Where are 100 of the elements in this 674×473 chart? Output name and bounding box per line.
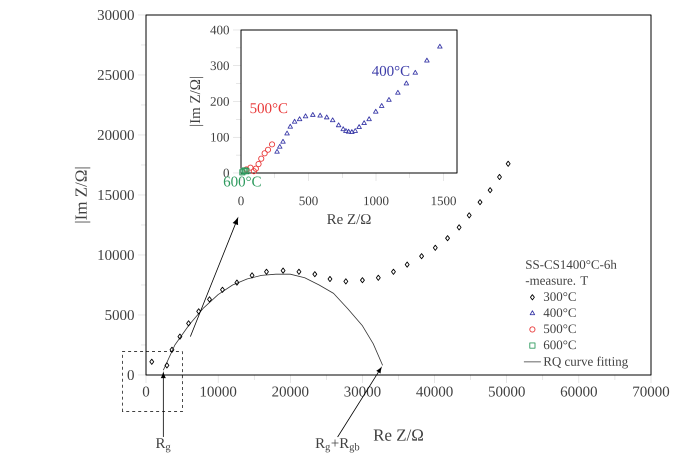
- point: [376, 274, 381, 281]
- y-tick-label: 400: [210, 26, 229, 34]
- point: [424, 58, 430, 62]
- y-axis-title: |Im Z/Ω|: [190, 77, 204, 126]
- point: [356, 124, 362, 129]
- point: [488, 187, 493, 194]
- point: [264, 146, 272, 153]
- x-tick-label: 0: [238, 196, 244, 206]
- point: [274, 148, 280, 154]
- point: [386, 97, 392, 102]
- point: [250, 168, 257, 174]
- x-tick-label: 1000: [364, 196, 388, 206]
- point: [412, 70, 418, 75]
- point: [284, 130, 290, 136]
- point: [234, 280, 240, 286]
- annotation: R$_{g}$+R$_{gb}$: [316, 438, 360, 453]
- legend-title: SS-CS1400°C-6h -measure. T: [526, 260, 617, 285]
- y-tick-label: 20000: [98, 130, 134, 140]
- x-tick-label: 70000: [633, 386, 670, 397]
- point: [404, 80, 410, 86]
- y-tick-label: 200: [210, 97, 229, 106]
- point: [207, 296, 212, 302]
- point: [437, 44, 443, 49]
- point: [478, 199, 482, 206]
- point: [170, 346, 174, 353]
- point: [373, 108, 378, 114]
- point: [391, 268, 396, 275]
- point: [395, 90, 401, 95]
- point: [328, 276, 332, 282]
- point: [312, 271, 318, 278]
- point: [256, 160, 262, 168]
- point: [288, 124, 293, 129]
- annotation: R$_{g}$: [156, 438, 170, 452]
- point: [302, 113, 308, 118]
- point: [277, 144, 282, 149]
- point: [280, 138, 286, 144]
- point: [247, 164, 254, 171]
- point: [343, 278, 348, 284]
- point: [404, 262, 410, 268]
- point: [466, 212, 472, 218]
- point: [360, 277, 365, 284]
- text: 500°C: [250, 103, 288, 114]
- y-tick-label: 300: [210, 61, 229, 70]
- series-label: 400°C: [372, 66, 410, 76]
- x-axis-title: Re Z/Ω: [374, 429, 423, 441]
- y-tick-label: 5000: [105, 310, 134, 320]
- point: [378, 103, 384, 108]
- point: [346, 128, 352, 134]
- x-axis-title: Re Z/Ω: [327, 214, 371, 224]
- point: [361, 120, 367, 126]
- y-tick-label: 0: [128, 370, 134, 380]
- point: [456, 224, 462, 230]
- legend-label: RQ curve fitting: [544, 356, 628, 369]
- y-axis-title: |Im Z/Ω|: [74, 168, 90, 222]
- point: [264, 268, 269, 275]
- series-label: 600°C: [224, 176, 261, 187]
- legend-label: 400°C: [544, 308, 576, 318]
- point: [349, 129, 355, 134]
- point: [506, 160, 511, 167]
- legend-label: 500°C: [544, 324, 576, 334]
- point: [280, 268, 286, 274]
- point: [330, 117, 336, 122]
- legend-label: 300°C: [544, 292, 576, 301]
- x-tick-label: 60000: [560, 386, 597, 397]
- point: [250, 272, 254, 278]
- point: [220, 286, 225, 293]
- point: [445, 235, 450, 242]
- point: [149, 358, 154, 365]
- y-tick-label: 25000: [98, 70, 134, 80]
- point: [432, 244, 438, 251]
- point: [310, 112, 316, 117]
- point: [419, 253, 424, 260]
- point: [366, 116, 372, 122]
- point: [262, 150, 268, 156]
- y-tick-label: 100: [211, 132, 229, 142]
- y-tick-label: 10000: [98, 250, 134, 260]
- y-tick-label: 30000: [98, 10, 134, 20]
- point: [352, 128, 358, 133]
- legend-label: 600°C: [544, 340, 576, 350]
- point: [258, 156, 264, 162]
- point: [317, 112, 323, 118]
- point: [252, 166, 259, 172]
- point: [336, 122, 342, 128]
- x-tick-label: 500: [300, 196, 318, 206]
- point: [497, 174, 502, 180]
- x-tick-label: 1500: [432, 196, 456, 206]
- point: [324, 114, 330, 120]
- point: [343, 128, 349, 133]
- x-tick-label: 0: [142, 386, 150, 397]
- point: [196, 308, 202, 314]
- point: [178, 334, 182, 340]
- point: [296, 268, 302, 275]
- y-tick-label: 0: [224, 168, 229, 178]
- point: [164, 362, 170, 368]
- y-tick-label: 15000: [98, 190, 134, 200]
- point: [340, 126, 346, 132]
- x-tick-label: 50000: [488, 386, 525, 397]
- x-tick-label: 20000: [272, 386, 308, 397]
- x-tick-label: 40000: [416, 386, 453, 397]
- point: [296, 116, 302, 122]
